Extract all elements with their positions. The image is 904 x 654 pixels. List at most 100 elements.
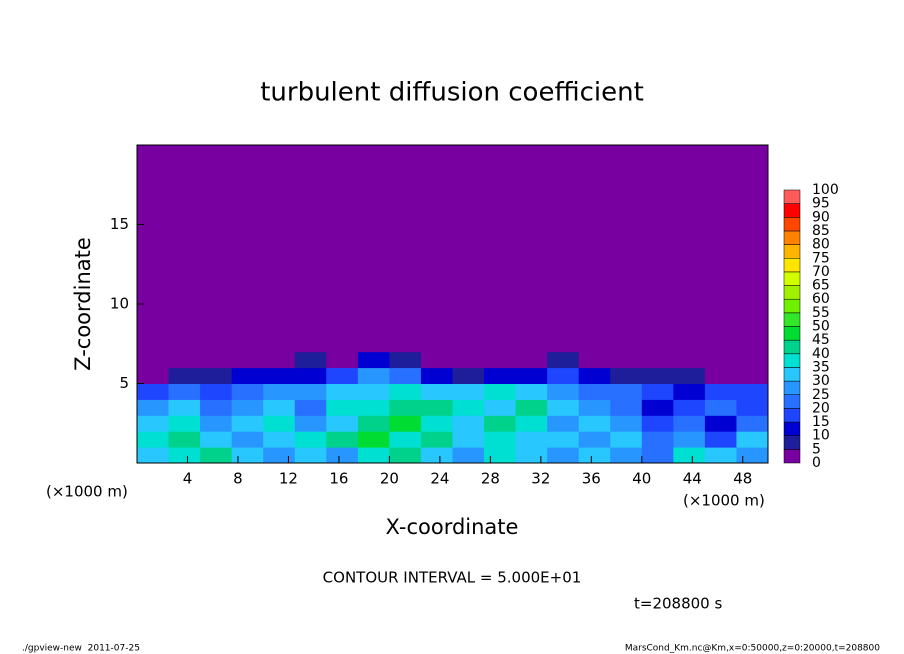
colorbar-label: 90 (812, 209, 830, 225)
cell (168, 447, 201, 464)
cell (641, 447, 674, 464)
cell (452, 367, 485, 384)
colorbar-label: 50 (812, 319, 830, 335)
cell (736, 145, 769, 353)
cell (515, 447, 548, 464)
colorbar-box (783, 217, 801, 232)
cell (294, 145, 327, 353)
colorbar-box (783, 271, 801, 286)
y-tick-label: 10 (110, 295, 129, 313)
x-tick-label: 16 (329, 470, 348, 488)
cell (389, 415, 422, 432)
colorbar-label: 95 (812, 196, 830, 212)
cell (578, 367, 611, 384)
cell (484, 415, 517, 432)
cell (641, 145, 674, 353)
footer: ./gpview-new 2011-07-25 (22, 644, 140, 654)
footer: MarsCond_Km.nc@Km,x=0:50000,z=0:20000,t=… (625, 644, 880, 654)
cell (610, 383, 643, 400)
x-tick-label: 44 (683, 470, 702, 488)
cell (610, 145, 643, 353)
x-tick-label: 12 (279, 470, 298, 488)
y-unit: (×1000 m) (46, 483, 128, 501)
cell (515, 399, 548, 416)
cell (610, 431, 643, 448)
cell (704, 367, 737, 384)
colorbar-label: 100 (812, 182, 839, 198)
cell (452, 415, 485, 432)
cell (420, 383, 453, 400)
cell (326, 415, 359, 432)
y-tick-label: 5 (119, 374, 129, 392)
cell (263, 351, 296, 369)
cell (231, 431, 264, 448)
x-axis-label: X-coordinate (386, 515, 519, 539)
cell (673, 351, 706, 369)
cell (484, 399, 517, 416)
x-tick-label: 36 (582, 470, 601, 488)
y-tick-label: 15 (110, 215, 129, 233)
cell (200, 145, 233, 353)
cell (736, 415, 769, 432)
cell (547, 351, 580, 369)
cell (610, 399, 643, 416)
cell (357, 399, 390, 416)
colorbar-label: 75 (812, 250, 830, 266)
x-tick-label: 24 (430, 470, 449, 488)
cell (200, 399, 233, 416)
cell (452, 399, 485, 416)
annotation: CONTOUR INTERVAL = 5.000E+01 (323, 569, 582, 587)
cell (515, 367, 548, 384)
cell (357, 415, 390, 432)
cell (641, 415, 674, 432)
cell (168, 399, 201, 416)
cell (578, 145, 611, 353)
colorbar-label: 35 (812, 359, 830, 375)
cell (547, 367, 580, 384)
cell (389, 447, 422, 464)
cell (736, 383, 769, 400)
cell (452, 145, 485, 353)
colorbar-box (783, 394, 801, 409)
x-tick-label: 40 (632, 470, 651, 488)
colorbar-label: 15 (812, 414, 830, 430)
x-tick-label: 8 (233, 470, 243, 488)
cell (641, 383, 674, 400)
cell (231, 415, 264, 432)
cell (231, 367, 264, 384)
cell (294, 367, 327, 384)
cell (357, 351, 390, 369)
cell (326, 145, 359, 353)
cell (452, 431, 485, 448)
cell (357, 383, 390, 400)
cell (168, 351, 201, 369)
cell (263, 399, 296, 416)
cell (200, 447, 233, 464)
colorbar-label: 80 (812, 237, 830, 253)
colorbar-box (783, 421, 801, 436)
cell (263, 415, 296, 432)
cell (704, 351, 737, 369)
cell (641, 367, 674, 384)
cell (547, 415, 580, 432)
colorbar-label: 60 (812, 291, 830, 307)
cell (168, 383, 201, 400)
cell (263, 367, 296, 384)
cell (263, 447, 296, 464)
x-unit: (×1000 m) (683, 492, 765, 510)
cell (547, 399, 580, 416)
cell (610, 367, 643, 384)
x-tick-label: 32 (531, 470, 550, 488)
cell (137, 447, 170, 464)
cell (389, 383, 422, 400)
x-tick-label: 4 (183, 470, 193, 488)
colorbar-label: 45 (812, 332, 830, 348)
cell (389, 351, 422, 369)
cell (389, 145, 422, 353)
cell (200, 367, 233, 384)
cell (263, 383, 296, 400)
cell (641, 431, 674, 448)
cell (641, 351, 674, 369)
colorbar-box (783, 244, 801, 259)
cell (389, 399, 422, 416)
